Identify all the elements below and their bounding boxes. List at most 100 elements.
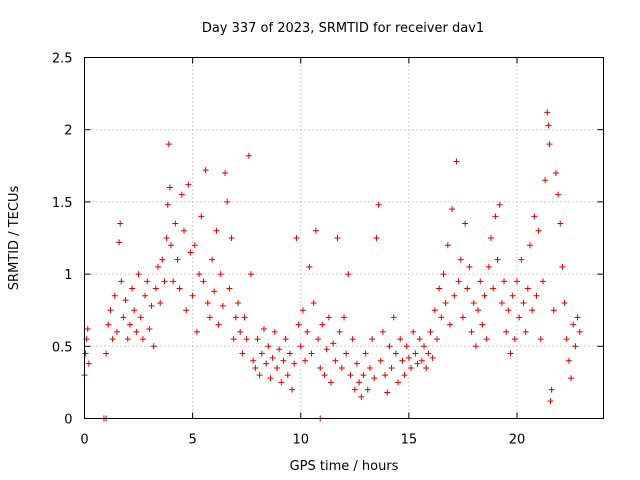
- data-point: [172, 220, 179, 227]
- data-point: [341, 314, 347, 321]
- data-point: [144, 278, 151, 285]
- data-point: [539, 278, 546, 285]
- data-point: [164, 201, 171, 208]
- data-point: [105, 321, 112, 328]
- data-point: [358, 393, 365, 400]
- data-point: [336, 328, 343, 335]
- data-point: [271, 328, 278, 335]
- data-point: [191, 242, 198, 249]
- data-point: [131, 307, 138, 314]
- data-point: [466, 263, 473, 270]
- data-point: [107, 307, 114, 314]
- data-point: [349, 336, 356, 343]
- data-point: [545, 122, 552, 129]
- data-point: [338, 364, 345, 371]
- data-point: [401, 372, 408, 379]
- data-point: [263, 360, 270, 367]
- data-point: [248, 271, 255, 278]
- data-point: [464, 285, 471, 292]
- data-point: [492, 213, 499, 220]
- data-point: [353, 360, 360, 367]
- data-point: [245, 152, 252, 159]
- y-tick-label: 1.5: [52, 196, 73, 211]
- data-point: [317, 364, 324, 371]
- data-point: [120, 314, 127, 321]
- data-point: [494, 256, 501, 263]
- data-point: [412, 350, 419, 357]
- x-tick-label: 5: [188, 433, 196, 448]
- data-point: [126, 321, 133, 328]
- data-point: [444, 242, 451, 249]
- data-point: [117, 220, 124, 227]
- data-point: [429, 354, 436, 361]
- data-point: [505, 307, 512, 314]
- data-point: [498, 299, 505, 306]
- data-point: [360, 372, 367, 379]
- data-point: [522, 328, 529, 335]
- data-point: [235, 299, 242, 306]
- data-point: [252, 364, 259, 371]
- data-point: [133, 328, 140, 335]
- data-point: [299, 307, 306, 314]
- data-point: [293, 235, 300, 241]
- data-point: [282, 336, 289, 343]
- data-point: [237, 328, 244, 335]
- data-point: [254, 336, 261, 343]
- ticks-layer: 0 5 10 15 20 0 0.5 1 1.5 2 2.5: [52, 52, 604, 448]
- data-point: [542, 177, 549, 184]
- data-point: [485, 263, 492, 270]
- data-point: [440, 271, 447, 278]
- data-point: [366, 364, 373, 371]
- data-point: [451, 292, 458, 299]
- data-point: [222, 170, 229, 177]
- data-point: [258, 350, 265, 357]
- data-point: [392, 350, 399, 357]
- data-point: [526, 242, 533, 249]
- x-tick-label: 0: [80, 433, 88, 448]
- data-point: [520, 299, 527, 306]
- data-point: [103, 350, 110, 357]
- data-point: [310, 299, 317, 306]
- data-point: [388, 364, 395, 371]
- data-point: [315, 336, 322, 343]
- data-point: [217, 271, 224, 278]
- data-point: [433, 336, 440, 343]
- data-point: [529, 307, 536, 314]
- data-point: [565, 357, 572, 364]
- data-point: [193, 328, 200, 335]
- data-point: [256, 372, 263, 379]
- data-point: [550, 307, 557, 314]
- data-point: [514, 278, 520, 285]
- data-point: [334, 235, 341, 241]
- data-point: [386, 343, 393, 350]
- data-point: [410, 328, 417, 335]
- data-point: [345, 271, 352, 278]
- data-point: [384, 389, 391, 396]
- data-point: [446, 321, 453, 328]
- data-point: [572, 343, 579, 350]
- data-point: [243, 336, 250, 343]
- data-point: [165, 141, 172, 148]
- data-point: [84, 325, 91, 332]
- data-point: [113, 328, 120, 335]
- data-point: [570, 321, 577, 328]
- data-point: [161, 278, 168, 285]
- data-point: [330, 340, 337, 347]
- data-point: [289, 386, 296, 393]
- data-point: [511, 336, 518, 343]
- data-point: [304, 328, 311, 335]
- data-point: [166, 184, 173, 191]
- data-point: [260, 325, 267, 332]
- data-point: [198, 213, 205, 220]
- data-point: [122, 297, 129, 304]
- data-point: [250, 357, 257, 364]
- data-point: [481, 292, 488, 299]
- data-point: [206, 314, 213, 321]
- data-point: [470, 299, 477, 306]
- data-point: [209, 256, 216, 263]
- data-point: [483, 336, 490, 343]
- y-axis-label: SRMTID / TECUs: [7, 186, 22, 291]
- data-point: [183, 307, 190, 314]
- data-point: [449, 206, 456, 213]
